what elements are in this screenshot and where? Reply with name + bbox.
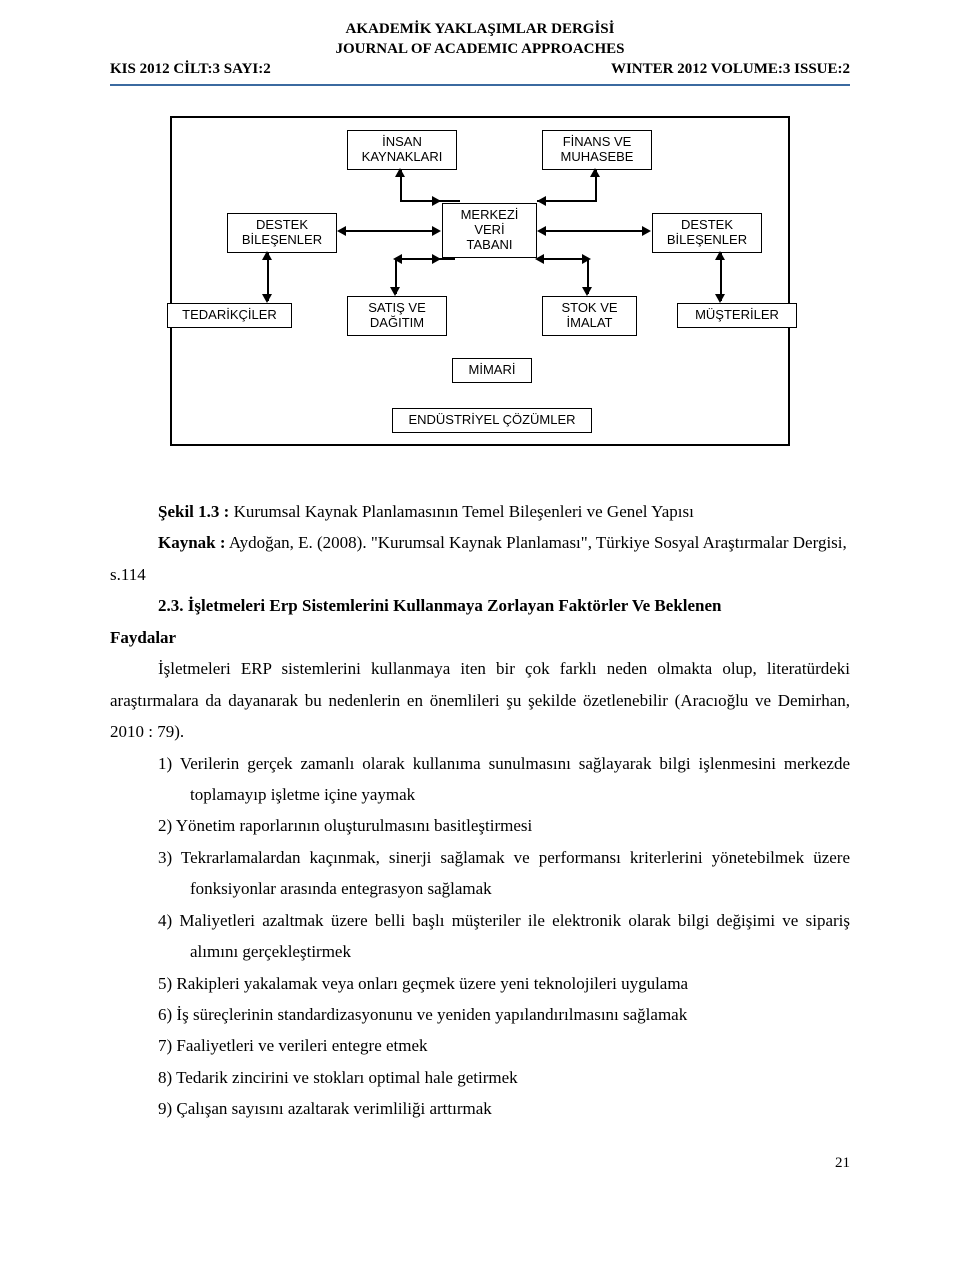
- list-item: Tedarik zincirini ve stokları optimal ha…: [110, 1062, 850, 1093]
- figure-text: Kurumsal Kaynak Planlamasının Temel Bile…: [229, 502, 694, 521]
- node-satis: SATIŞ VE DAĞITIM: [347, 296, 447, 336]
- journal-title-tr: AKADEMİK YAKLAŞIMLAR DERGİSİ: [110, 20, 850, 40]
- node-tedarik: TEDARİKÇİLER: [167, 303, 292, 328]
- list-item: Tekrarlamalardan kaçınmak, sinerji sağla…: [110, 842, 850, 905]
- benefits-list: Verilerin gerçek zamanlı olarak kullanım…: [110, 748, 850, 1125]
- journal-title-en: JOURNAL OF ACADEMIC APPROACHES: [110, 40, 850, 60]
- list-item: Rakipleri yakalamak veya onları geçmek ü…: [110, 968, 850, 999]
- page: AKADEMİK YAKLAŞIMLAR DERGİSİ JOURNAL OF …: [0, 0, 960, 1212]
- list-item: Faaliyetleri ve verileri entegre etmek: [110, 1030, 850, 1061]
- header-rule: [110, 84, 850, 86]
- node-musteri: MÜŞTERİLER: [677, 303, 797, 328]
- source-line: Kaynak : Aydoğan, E. (2008). "Kurumsal K…: [110, 527, 850, 590]
- figure-label: Şekil 1.3 :: [158, 502, 229, 521]
- source-label: Kaynak :: [158, 533, 226, 552]
- section-heading-line2: Faydalar: [110, 622, 850, 653]
- issue-right: WINTER 2012 VOLUME:3 ISSUE:2: [611, 61, 850, 78]
- node-insan: İNSAN KAYNAKLARI: [347, 130, 457, 170]
- page-number: 21: [110, 1155, 850, 1172]
- erp-diagram: İNSAN KAYNAKLARI FİNANS VE MUHASEBE DEST…: [170, 116, 790, 446]
- figure-caption: Şekil 1.3 : Kurumsal Kaynak Planlamasını…: [110, 496, 850, 527]
- node-endustri: ENDÜSTRİYEL ÇÖZÜMLER: [392, 408, 592, 433]
- node-destek-r: DESTEK BİLEŞENLER: [652, 213, 762, 253]
- node-stok: STOK VE İMALAT: [542, 296, 637, 336]
- issue-row: KIS 2012 CİLT:3 SAYI:2 WINTER 2012 VOLUM…: [110, 61, 850, 78]
- node-destek-l: DESTEK BİLEŞENLER: [227, 213, 337, 253]
- list-item: İş süreçlerinin standardizasyonunu ve ye…: [110, 999, 850, 1030]
- issue-left: KIS 2012 CİLT:3 SAYI:2: [110, 61, 271, 78]
- node-merkezi: MERKEZİ VERİ TABANI: [442, 203, 537, 258]
- list-item: Yönetim raporlarının oluşturulmasını bas…: [110, 810, 850, 841]
- section-num: 2.3.: [158, 596, 184, 615]
- list-item: Çalışan sayısını azaltarak verimliliği a…: [110, 1093, 850, 1124]
- intro-paragraph: İşletmeleri ERP sistemlerini kullanmaya …: [110, 653, 850, 747]
- node-mimari: MİMARİ: [452, 358, 532, 383]
- list-item: Maliyetleri azaltmak üzere belli başlı m…: [110, 905, 850, 968]
- section-heading-line1: 2.3. İşletmeleri Erp Sistemlerini Kullan…: [110, 590, 850, 621]
- section-title: İşletmeleri Erp Sistemlerini Kullanmaya …: [188, 596, 722, 615]
- list-item: Verilerin gerçek zamanlı olarak kullanım…: [110, 748, 850, 811]
- node-finans: FİNANS VE MUHASEBE: [542, 130, 652, 170]
